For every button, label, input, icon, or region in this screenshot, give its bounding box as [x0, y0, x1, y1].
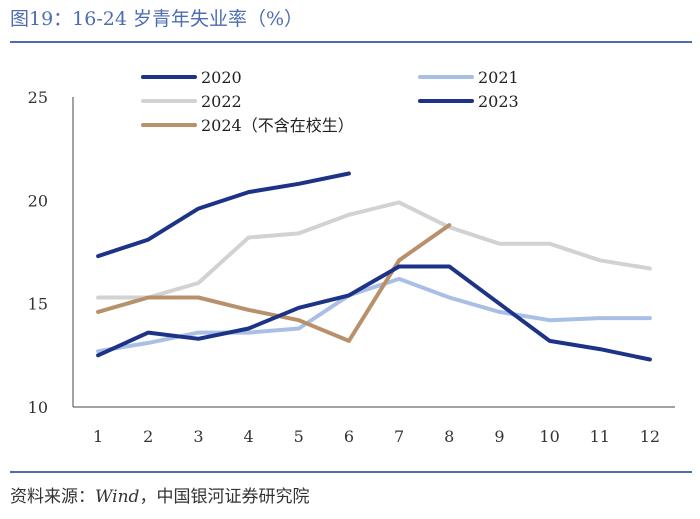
chart-legend: 2020 2021 2022 2023 2024（不含在校生）	[141, 68, 519, 135]
y-tick-label: 20	[28, 191, 48, 210]
legend-label: 2023	[478, 92, 519, 111]
source-rest: ，中国银河证券研究院	[139, 487, 310, 507]
series-line-2024	[96, 223, 452, 343]
legend-item: 2024（不含在校生）	[141, 116, 354, 135]
x-tick-label: 4	[243, 427, 253, 446]
chart-series	[96, 171, 652, 362]
legend-item: 2020	[141, 68, 242, 87]
x-tick-label: 8	[444, 427, 454, 446]
y-tick-label: 15	[28, 295, 48, 314]
series-line-2020	[96, 171, 351, 259]
legend-label: 2024（不含在校生）	[201, 116, 354, 135]
x-tick-label: 2	[143, 427, 153, 446]
legend-label: 2020	[201, 68, 242, 87]
y-tick-label: 10	[28, 398, 48, 417]
y-tick-label: 25	[28, 88, 48, 107]
series-line-2022	[96, 200, 652, 300]
source-label: 资料来源：	[10, 487, 95, 507]
x-tick-label: 3	[193, 427, 203, 446]
source-wind: Wind	[95, 487, 140, 507]
title-divider	[10, 41, 692, 43]
chart-title: 图19：16-24 岁青年失业率（%）	[10, 8, 304, 30]
source-divider	[10, 471, 692, 473]
x-tick-label: 5	[294, 427, 304, 446]
x-tick-label: 9	[494, 427, 504, 446]
legend-item: 2023	[418, 92, 519, 111]
x-tick-label: 11	[590, 427, 610, 446]
x-tick-label: 7	[394, 427, 404, 446]
source-note: 资料来源：Wind，中国银河证券研究院	[10, 482, 309, 507]
x-tick-label: 6	[344, 427, 354, 446]
x-tick-label: 1	[93, 427, 103, 446]
legend-label: 2021	[478, 68, 519, 87]
legend-item: 2021	[418, 68, 519, 87]
x-tick-label: 10	[539, 427, 559, 446]
series-line-2021	[96, 276, 652, 354]
series-line-2023	[96, 264, 652, 362]
legend-label: 2022	[201, 92, 242, 111]
x-tick-label: 12	[640, 427, 660, 446]
legend-item: 2022	[141, 92, 242, 111]
